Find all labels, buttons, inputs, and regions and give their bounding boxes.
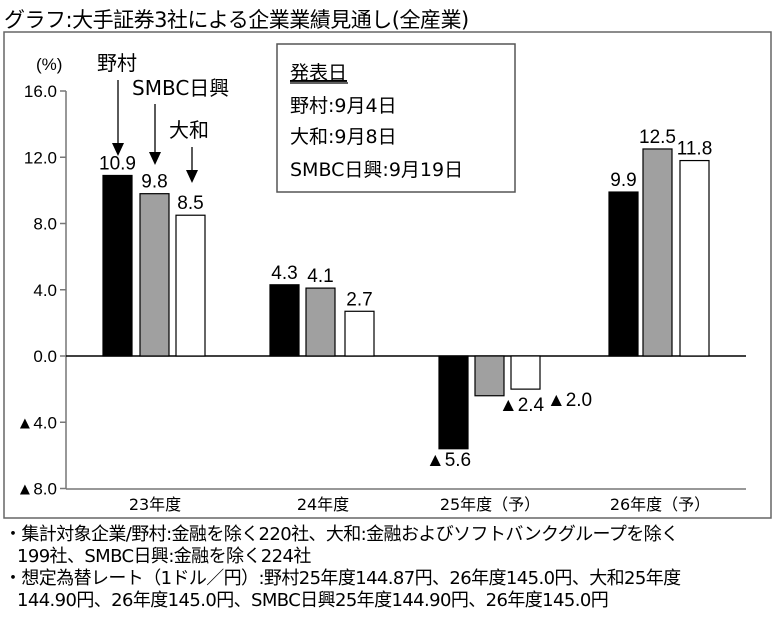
bar-value-label: 8.5 bbox=[177, 193, 203, 214]
bar bbox=[175, 214, 206, 357]
bar-value-label: 2.7 bbox=[346, 289, 372, 310]
arrow-head-smbc-icon bbox=[149, 152, 161, 165]
bar-value-label: ▲2.4 bbox=[499, 395, 545, 416]
x-category-label: 24年度 bbox=[297, 495, 349, 514]
bar bbox=[269, 284, 300, 357]
x-category-label: 23年度 bbox=[129, 495, 181, 514]
y-tick-label: 4.0 bbox=[33, 281, 57, 300]
announcement-line: SMBC日興:9月19日 bbox=[290, 159, 463, 181]
footnote-line: ・想定為替レート（1ドル／円）:野村25年度144.87円、26年度145.0円… bbox=[4, 568, 681, 589]
y-tick-label: 0.0 bbox=[33, 347, 57, 366]
bar-value-label: 9.9 bbox=[610, 170, 636, 191]
legend-label-nomura: 野村 bbox=[97, 51, 137, 75]
x-category-label: 25年度（予） bbox=[440, 495, 540, 514]
bar bbox=[438, 355, 469, 450]
chart-title: グラフ:大手証券3社による企業業績見通し(全産業) bbox=[4, 8, 469, 32]
y-tick-label: 16.0 bbox=[24, 82, 57, 101]
announcement-heading: 発表日 bbox=[290, 62, 347, 84]
footnote-line: 144.90円、26年度145.0円、SMBC日興25年度144.90円、26年… bbox=[17, 590, 609, 611]
bar bbox=[510, 355, 541, 390]
bar bbox=[642, 148, 673, 357]
bar-value-label: 12.5 bbox=[639, 127, 676, 148]
footnotes: ・集計対象企業/野村:金融を除く220社、大和:金融およびソフトバンクグループを… bbox=[4, 524, 681, 612]
legend-label-daiwa: 大和 bbox=[169, 118, 209, 142]
legend-label-smbc: SMBC日興 bbox=[132, 76, 229, 100]
announcement-box: 発表日 野村:9月4日 大和:9月8日 SMBC日興:9月19日 bbox=[276, 43, 516, 193]
x-category-label: 26年度（予） bbox=[610, 495, 710, 514]
bar bbox=[102, 174, 133, 357]
bar bbox=[344, 310, 375, 357]
y-tick-label: 12.0 bbox=[24, 148, 57, 167]
announcement-line: 野村:9月4日 bbox=[290, 95, 397, 117]
chart-frame bbox=[3, 31, 772, 519]
footnote-line: 199社、SMBC日興:金融を除く224社 bbox=[17, 546, 311, 567]
footnote-line: ・集計対象企業/野村:金融を除く220社、大和:金融およびソフトバンクグループを… bbox=[4, 524, 679, 545]
arrow-head-daiwa-icon bbox=[186, 170, 198, 183]
bar-value-label: ▲5.6 bbox=[426, 450, 471, 471]
bar-value-label: 11.8 bbox=[677, 139, 713, 160]
bar bbox=[305, 287, 336, 357]
bar bbox=[679, 159, 710, 357]
bar-value-label: 4.1 bbox=[307, 266, 333, 287]
bar-value-label: 9.8 bbox=[141, 172, 167, 193]
bar bbox=[608, 191, 639, 357]
announcement-line: 大和:9月8日 bbox=[290, 126, 397, 148]
y-axis-unit: (%) bbox=[36, 55, 62, 74]
bar-value-label: ▲2.0 bbox=[547, 390, 592, 411]
arrow-head-nomura-icon bbox=[112, 143, 124, 156]
y-tick-label: 8.0 bbox=[33, 215, 57, 234]
bar-value-label: 10.9 bbox=[99, 153, 136, 174]
y-tick-label: ▲8.0 bbox=[17, 480, 57, 499]
bar-value-label: 4.3 bbox=[271, 263, 297, 284]
bar bbox=[139, 193, 170, 357]
y-tick-label: ▲4.0 bbox=[17, 413, 57, 432]
bar bbox=[474, 355, 505, 397]
